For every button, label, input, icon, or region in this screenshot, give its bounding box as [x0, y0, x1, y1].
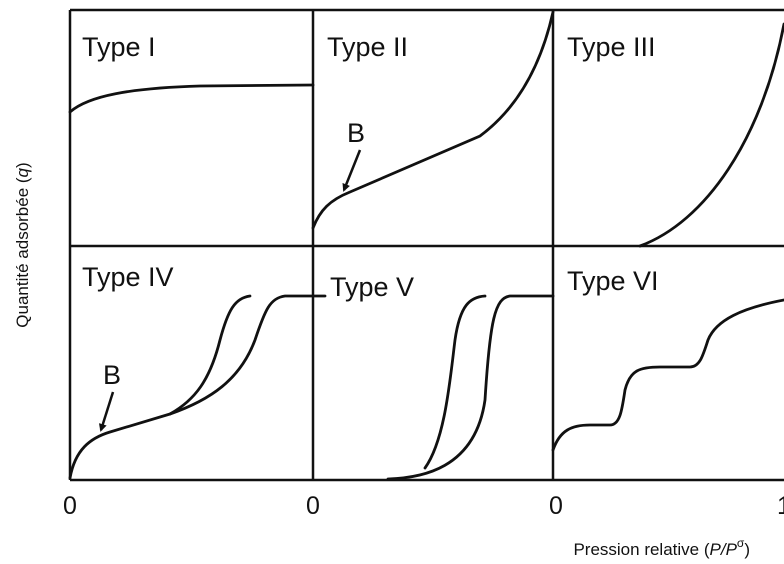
curve-type-3: [638, 22, 784, 248]
panel-label: Type III: [567, 32, 656, 62]
x-axis-label-close: ): [744, 540, 750, 559]
panel-label: Type VI: [567, 266, 659, 296]
panel-label: Type I: [82, 32, 156, 62]
annotation-b: B: [103, 360, 121, 390]
curve-type-4-desorption: [168, 294, 252, 416]
x-axis-label: Pression relative (P/Pσ): [573, 536, 750, 559]
panel-label: Type II: [327, 32, 408, 62]
y-axis-label-text: Quantité adsorbée (: [13, 177, 32, 328]
annotation-b: B: [347, 118, 365, 148]
curve-type-4-adsorption: [68, 294, 327, 480]
curve-type-1: [68, 83, 315, 114]
annotation-arrow: [98, 391, 115, 432]
curve-type-2: [311, 10, 555, 230]
y-axis-label-symbol: q: [13, 167, 32, 177]
panel-label: Type IV: [82, 262, 174, 292]
annotation-arrow: [342, 149, 362, 192]
x-axis-label-superscript: σ: [737, 536, 745, 550]
x-tick-label: 0: [306, 492, 320, 520]
curve-type-5-desorption: [423, 294, 487, 470]
panel-label: Type V: [330, 272, 414, 302]
curve-type-6: [551, 298, 784, 452]
curve-type-5-adsorption: [386, 294, 555, 481]
y-axis-label-close: ): [13, 162, 32, 168]
x-tick-label: 0: [63, 492, 77, 520]
x-tick-label: 0: [549, 492, 563, 520]
x-axis-label-symbol: P/P: [710, 540, 738, 559]
y-axis-label: Quantité adsorbée (q): [13, 162, 32, 327]
x-tick-label: 1: [777, 492, 784, 520]
x-axis-label-text: Pression relative (: [573, 540, 709, 559]
grid-frame: [68, 8, 784, 482]
